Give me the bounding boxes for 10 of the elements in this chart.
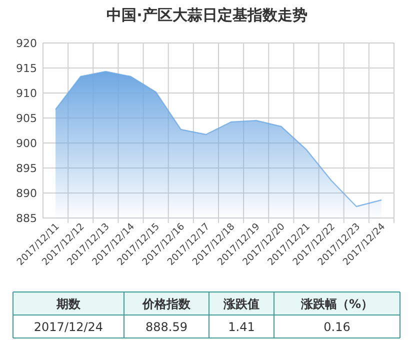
y-tick-label: 885 (16, 212, 37, 225)
table: 期数 价格指数 涨跌值 涨跌幅（%） 2017/12/24 888.59 1.41 0.16 (12, 292, 400, 338)
y-tick-label: 920 (16, 37, 37, 50)
y-tick-label: 895 (16, 162, 37, 175)
y-tick-label: 900 (16, 137, 37, 150)
y-tick-label: 905 (16, 112, 37, 125)
y-tick-label: 890 (16, 187, 37, 200)
chart-title: 中国·产区大蒜日定基指数走势 (106, 6, 308, 24)
y-tick-label: 915 (16, 62, 37, 75)
y-tick-label: 910 (16, 87, 37, 100)
